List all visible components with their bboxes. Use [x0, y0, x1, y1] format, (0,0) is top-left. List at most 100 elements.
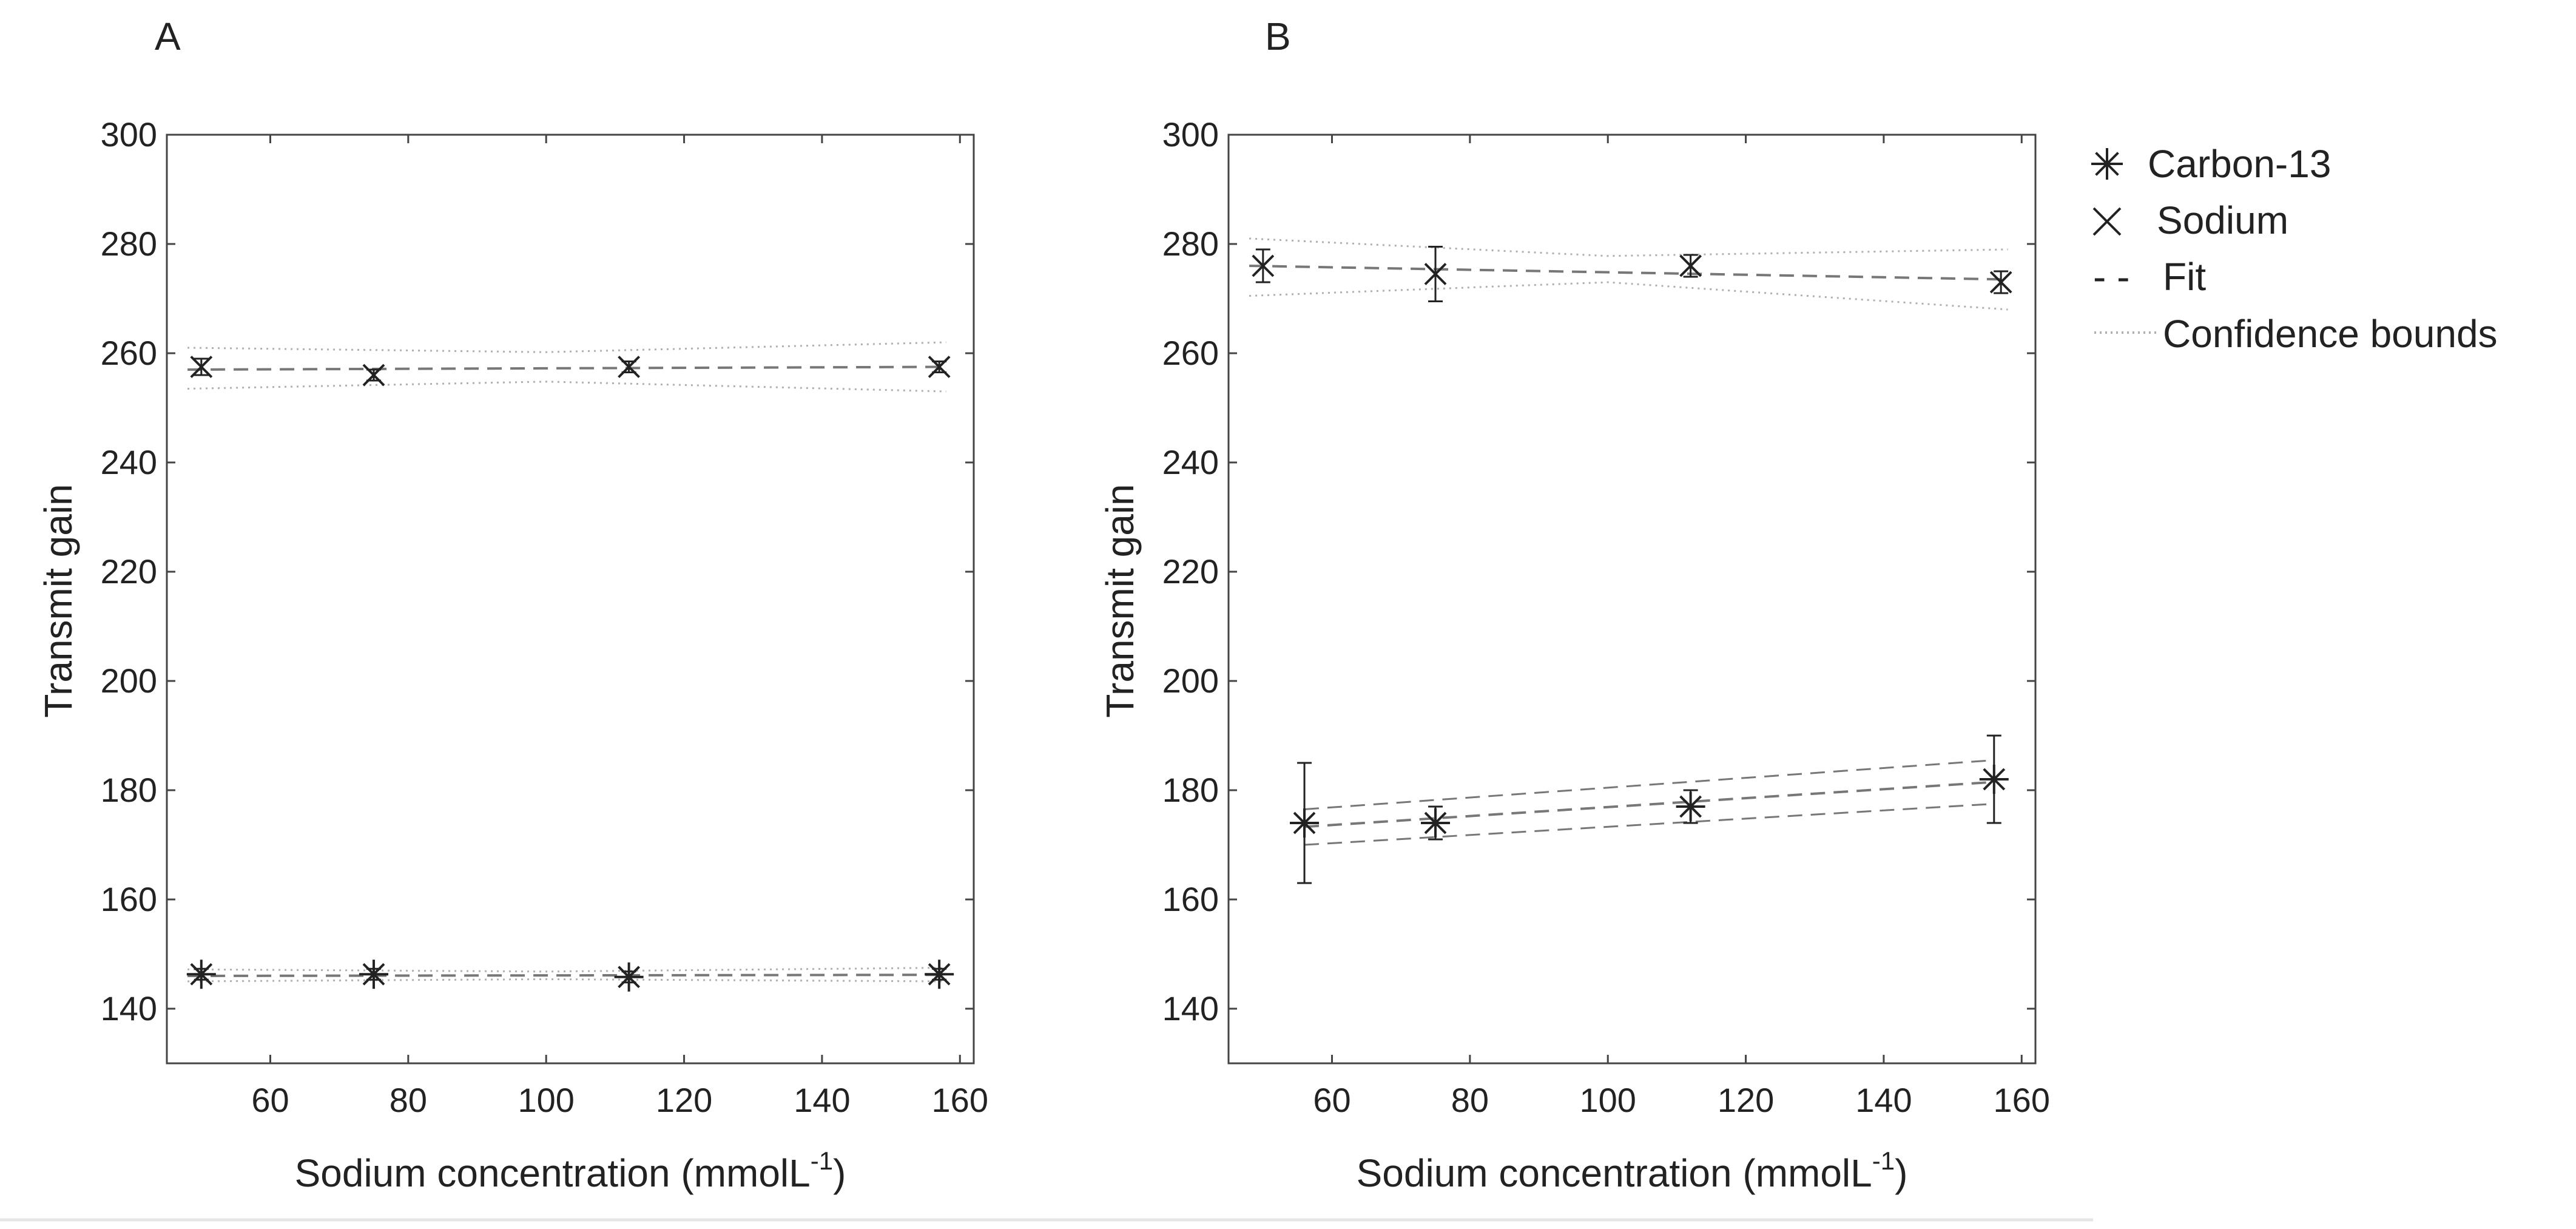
panel-b-x-axis-title-close: ) [1895, 1151, 1907, 1195]
panel-b-y-axis-title: Transmit gain [1098, 484, 1142, 717]
carbon-13-data-point [1979, 765, 2009, 794]
x-tick-label: 140 [794, 1081, 850, 1119]
y-tick-label: 180 [1162, 771, 1219, 809]
panel-b-error-bars [1255, 246, 2009, 884]
panel-a-error-bars [194, 357, 947, 984]
y-tick-label: 220 [101, 552, 157, 591]
panel-a-x-ticks: 60 80 100 120 140 160 [251, 135, 988, 1119]
x-tick-label: 140 [1855, 1081, 1912, 1119]
y-tick-label: 180 [101, 771, 157, 809]
carbon-13-confidence-bound-lower [1304, 803, 1994, 846]
sodium-data-point [190, 356, 213, 378]
sodium-data-point [1679, 254, 1702, 277]
panel-b-fits [1249, 265, 2008, 828]
panel-a-label: A [155, 15, 181, 58]
x-tick-label: 80 [389, 1081, 427, 1119]
panel-b-confidence-bounds [1249, 237, 2008, 846]
sodium-data-point-stroke [362, 364, 385, 387]
sodium-data-point-stroke [190, 356, 213, 378]
y-tick-label: 220 [1162, 552, 1219, 591]
sodium-data-point [618, 356, 641, 378]
sodium-fit-line [1249, 265, 2008, 281]
y-tick-label: 280 [1162, 225, 1219, 263]
x-tick-label: 120 [1718, 1081, 1774, 1119]
panel-b-x-axis-title-main: Sodium concentration (mmolL [1357, 1151, 1872, 1195]
x-tick-label: 120 [656, 1081, 712, 1119]
legend-star-symbol-stroke [2095, 152, 2119, 176]
sodium-data-point [1989, 271, 2012, 294]
panel-a-y-axis-title: Transmit gain [36, 484, 80, 717]
carbon-13-data-point-stroke [190, 963, 213, 986]
sodium-data-point-stroke [1679, 254, 1702, 277]
y-tick-label: 200 [1162, 662, 1219, 700]
x-tick-label: 100 [518, 1081, 574, 1119]
panel-b-y-ticks: 140 160 180 200 220 240 260 280 300 [1162, 115, 2035, 1028]
x-tick-label: 160 [1994, 1081, 2050, 1119]
sodium-data-point [1424, 263, 1447, 285]
panel-a-y-ticks: 140 160 180 200 220 240 260 280 300 [101, 115, 974, 1028]
sodium-data-point-stroke [1424, 263, 1447, 285]
sodium-data-point [1252, 254, 1275, 277]
panel-b: B 140 160 180 200 220 240 260 280 300 60 80 100 120… [1098, 15, 2050, 1195]
y-tick-label: 260 [101, 334, 157, 372]
legend-label-sodium: Sodium [2157, 198, 2288, 242]
carbon-13-data-point-stroke [362, 963, 385, 986]
panel-a-x-axis-title-sup: -1 [811, 1146, 833, 1175]
carbon-13-data-point-stroke [618, 966, 641, 989]
carbon-13-fit-line [187, 973, 946, 977]
legend-x-marker-icon [2092, 207, 2122, 236]
y-tick-label: 300 [1162, 115, 1219, 154]
carbon-13-fit-line [1304, 780, 1994, 828]
y-tick-label: 160 [101, 880, 157, 918]
sodium-data-point [928, 356, 951, 378]
legend-item-fit: - - Fit [2093, 255, 2206, 299]
x-tick-label: 60 [251, 1081, 289, 1119]
sodium-data-point-stroke [1989, 271, 2012, 294]
y-tick-label: 140 [101, 989, 157, 1028]
y-tick-label: 240 [1162, 443, 1219, 481]
carbon-13-confidence-bound-lower [187, 978, 946, 983]
legend-star-symbol [2091, 148, 2123, 180]
y-tick-label: 200 [101, 662, 157, 700]
legend-item-confidence-bounds: Confidence bounds [2094, 312, 2498, 356]
carbon-13-data-point-stroke [1679, 795, 1702, 818]
panel-a-confidence-bounds [187, 341, 946, 983]
sodium-confidence-bound-upper [1249, 237, 2008, 257]
panel-a-fits [187, 365, 946, 977]
legend-label-fit: Fit [2163, 255, 2206, 299]
sodium-confidence-bound-lower [187, 381, 946, 393]
legend-x-symbol-stroke [2092, 207, 2122, 236]
y-tick-label: 140 [1162, 989, 1219, 1028]
sodium-data-point-stroke [928, 356, 951, 378]
sodium-confidence-bound-upper [187, 341, 946, 353]
panel-b-label: B [1265, 15, 1291, 58]
carbon-13-data-point-stroke [1424, 811, 1447, 835]
panel-b-x-ticks: 60 80 100 120 140 160 [1313, 135, 2050, 1119]
carbon-13-data-point-stroke [928, 963, 951, 986]
carbon-13-data-point [1676, 792, 1705, 821]
x-tick-label: 160 [932, 1081, 988, 1119]
legend-label-confidence-bounds: Confidence bounds [2163, 312, 2498, 356]
carbon-13-data-point [359, 960, 389, 989]
legend: Carbon-13 Sodium - - Fit Confidence boun… [2091, 142, 2498, 356]
panel-b-x-axis-title-sup: -1 [1872, 1146, 1895, 1175]
panel-a-x-axis-title: Sodium concentration (mmolL-1) [295, 1146, 846, 1195]
x-tick-label: 100 [1579, 1081, 1636, 1119]
carbon-13-data-point [614, 962, 644, 992]
legend-fit-prefix: - - [2093, 255, 2129, 299]
sodium-data-point [362, 364, 385, 387]
carbon-13-confidence-bound-upper [1304, 759, 1994, 810]
legend-item-carbon-13: Carbon-13 [2091, 142, 2331, 186]
legend-item-sodium: Sodium [2092, 198, 2288, 242]
carbon-13-data-point [1290, 808, 1320, 838]
sodium-fit-line [187, 365, 946, 371]
carbon-13-confidence-bound-upper [187, 967, 946, 973]
y-tick-label: 160 [1162, 880, 1219, 918]
y-tick-label: 300 [101, 115, 157, 154]
panel-a-markers [186, 356, 954, 992]
y-tick-label: 280 [101, 225, 157, 263]
panel-b-markers [1252, 254, 2012, 838]
sodium-data-point-stroke [1252, 254, 1275, 277]
legend-star-icon [2091, 148, 2123, 180]
